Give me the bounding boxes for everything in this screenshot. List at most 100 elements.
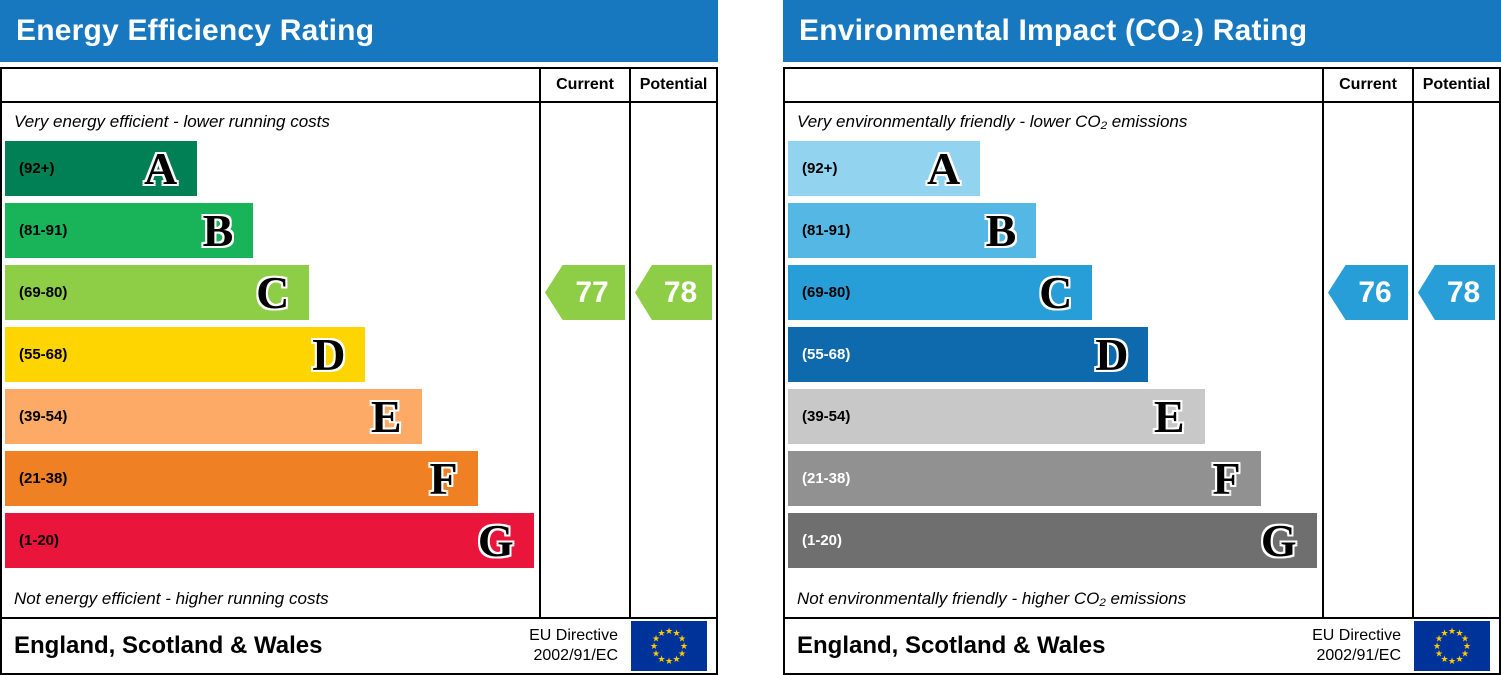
band-range-label: (55-68): [19, 346, 68, 363]
band-letter: G: [477, 514, 514, 566]
eu-directive-line1: EU Directive: [1312, 627, 1401, 644]
chart-column-header: [2, 69, 539, 101]
band-g: (1-20) G: [5, 513, 534, 568]
chart-column-header: [785, 69, 1322, 101]
svg-text:★: ★: [665, 657, 673, 667]
eu-directive-line2: 2002/91/EC: [533, 647, 618, 664]
svg-text:★: ★: [650, 642, 658, 652]
potential-rating-arrow: 78: [1418, 265, 1495, 320]
footer: England, Scotland & Wales EU Directive 2…: [785, 617, 1499, 673]
rating-bands: (92+) A (81-91) B (69-80) C (55-68): [785, 141, 1322, 575]
bottom-note: Not energy efficient - higher running co…: [14, 589, 329, 608]
current-column: 76: [1322, 103, 1412, 617]
band-letter: B: [985, 204, 1017, 256]
current-column-header: Current: [1322, 69, 1412, 101]
band-b: (81-91) B: [5, 203, 254, 258]
current-column-header: Current: [539, 69, 629, 101]
band-a: (92+) A: [788, 141, 981, 196]
band-d: (55-68) D: [788, 327, 1149, 382]
band-letter: F: [1212, 452, 1241, 504]
svg-text:★: ★: [652, 650, 660, 660]
footer: England, Scotland & Wales EU Directive 2…: [2, 617, 716, 673]
svg-text:★: ★: [1448, 627, 1456, 637]
band-letter: B: [202, 204, 234, 256]
band-range-label: (1-20): [19, 532, 60, 549]
svg-text:★: ★: [1433, 642, 1441, 652]
column-header-row: Current Potential: [2, 69, 716, 103]
rating-bands: (92+) A (81-91) B (69-80) C (55-68): [2, 141, 539, 575]
band-a: (92+) A: [5, 141, 198, 196]
chart-body: Very environmentally friendly - lower CO…: [785, 103, 1499, 617]
current-rating-arrow: 76: [1328, 265, 1408, 320]
band-g: (1-20) G: [788, 513, 1317, 568]
svg-text:★: ★: [665, 627, 673, 637]
current-rating-value: 77: [575, 275, 609, 309]
region-label: England, Scotland & Wales: [14, 632, 323, 659]
band-c: (69-80) C: [788, 265, 1093, 320]
eu-directive-line2: 2002/91/EC: [1316, 647, 1401, 664]
bands-area: Very environmentally friendly - lower CO…: [785, 103, 1322, 617]
band-b: (81-91) B: [788, 203, 1037, 258]
svg-text:★: ★: [1455, 655, 1463, 665]
band-e: (39-54) E: [788, 389, 1205, 444]
svg-text:★: ★: [657, 655, 665, 665]
environmental-impact-panel: Environmental Impact (CO₂) Rating Curren…: [783, 0, 1501, 675]
band-e: (39-54) E: [5, 389, 422, 444]
band-letter: C: [256, 266, 290, 318]
band-range-label: (81-91): [19, 222, 68, 239]
band-range-label: (39-54): [802, 408, 851, 425]
band-letter: C: [1039, 266, 1073, 318]
band-letter: E: [370, 390, 402, 442]
potential-rating-value: 78: [663, 275, 698, 309]
bottom-note: Not environmentally friendly - higher CO…: [797, 589, 1187, 608]
svg-text:★: ★: [680, 642, 688, 652]
svg-text:★: ★: [657, 629, 665, 639]
eu-directive-label: EU Directive 2002/91/EC: [529, 626, 618, 666]
band-letter: F: [429, 452, 458, 504]
environmental-impact-table: Current Potential Very environmentally f…: [783, 67, 1501, 675]
column-header-row: Current Potential: [785, 69, 1499, 103]
band-letter: D: [312, 328, 346, 380]
band-range-label: (55-68): [802, 346, 851, 363]
band-letter: G: [1260, 514, 1297, 566]
svg-text:★: ★: [1448, 657, 1456, 667]
top-note: Very environmentally friendly - lower CO…: [797, 112, 1188, 131]
svg-text:★: ★: [1463, 642, 1471, 652]
potential-column: 78: [1412, 103, 1499, 617]
eu-flag: ★ ★★ ★★★ ★★★ ★★★: [1414, 621, 1490, 671]
energy-efficiency-header: Energy Efficiency Rating: [0, 0, 718, 62]
svg-text:★: ★: [672, 655, 680, 665]
band-letter: D: [1095, 328, 1129, 380]
band-f: (21-38) F: [5, 451, 478, 506]
svg-text:★: ★: [1461, 650, 1469, 660]
svg-text:★: ★: [652, 635, 660, 645]
energy-efficiency-table: Current Potential Very energy efficient …: [0, 67, 718, 675]
svg-text:★: ★: [672, 629, 680, 639]
svg-text:★: ★: [1435, 635, 1443, 645]
svg-text:★: ★: [678, 650, 686, 660]
region-label: England, Scotland & Wales: [797, 632, 1106, 659]
svg-text:★: ★: [1461, 635, 1469, 645]
potential-column-header: Potential: [1412, 69, 1499, 101]
potential-column-header: Potential: [629, 69, 716, 101]
chart-body: Very energy efficient - lower running co…: [2, 103, 716, 617]
band-f: (21-38) F: [788, 451, 1261, 506]
band-d: (55-68) D: [5, 327, 366, 382]
current-rating-arrow: 77: [545, 265, 625, 320]
band-range-label: (92+): [19, 160, 55, 177]
panel-title: Energy Efficiency Rating: [16, 14, 375, 47]
band-range-label: (21-38): [802, 470, 851, 487]
band-range-label: (1-20): [802, 532, 843, 549]
band-range-label: (81-91): [802, 222, 851, 239]
bands-area: Very energy efficient - lower running co…: [2, 103, 539, 617]
panel-title: Environmental Impact (CO₂) Rating: [799, 14, 1308, 47]
svg-text:★: ★: [1440, 655, 1448, 665]
current-column: 77: [539, 103, 629, 617]
svg-text:★: ★: [1455, 629, 1463, 639]
potential-column: 78: [629, 103, 716, 617]
band-range-label: (21-38): [19, 470, 68, 487]
energy-efficiency-panel: Energy Efficiency Rating Current Potenti…: [0, 0, 718, 675]
band-range-label: (69-80): [802, 284, 851, 301]
eu-flag: ★ ★★ ★★★ ★★★ ★★★: [631, 621, 707, 671]
